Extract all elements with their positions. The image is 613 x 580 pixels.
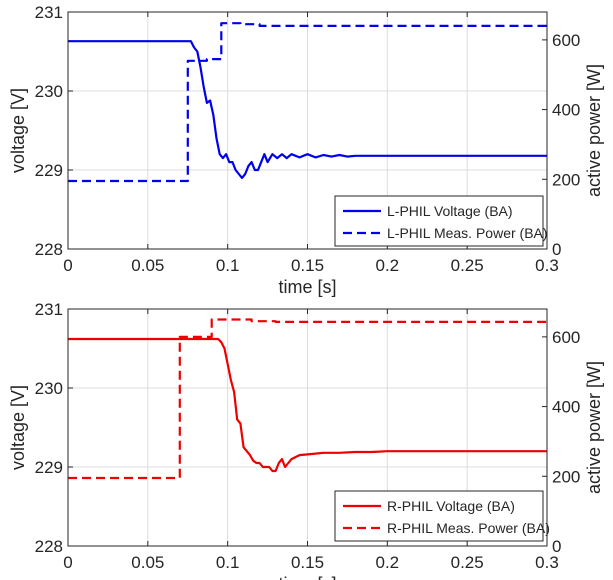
legend: R-PHIL Voltage (BA) R-PHIL Meas. Power (B… bbox=[334, 490, 550, 542]
y-tick-label-right: 0 bbox=[552, 537, 561, 556]
legend-box bbox=[334, 195, 544, 247]
x-tick-label: 0.1 bbox=[216, 256, 240, 275]
y-tick-label-left: 231 bbox=[35, 3, 63, 22]
y-tick-label-left: 229 bbox=[35, 458, 63, 477]
x-tick-label: 0.3 bbox=[535, 256, 559, 275]
legend-label: L-PHIL Voltage (BA) bbox=[387, 203, 513, 219]
series-line-power bbox=[68, 318, 547, 480]
y-tick-label-right: 200 bbox=[552, 467, 580, 486]
legend-box bbox=[334, 490, 544, 542]
series-line-voltage bbox=[68, 40, 547, 179]
x-tick-label: 0.1 bbox=[216, 553, 240, 572]
y-tick-label-left: 228 bbox=[35, 240, 63, 259]
y-tick-label-right: 400 bbox=[552, 398, 580, 417]
y-axis-label-right: active power [W] bbox=[584, 361, 604, 494]
y-tick-label-left: 230 bbox=[35, 379, 63, 398]
legend-label: L-PHIL Meas. Power (BA) bbox=[387, 225, 548, 241]
series-line-power bbox=[68, 22, 547, 183]
y-tick-label-right: 200 bbox=[552, 170, 580, 189]
chart-panel-1: 0 0.05 0.1 0.15 0.2 0.25 0.3 228 229 230 231 0 200 40… bbox=[8, 3, 604, 297]
legend: L-PHIL Voltage (BA) L-PHIL Meas. Power (B… bbox=[334, 195, 548, 247]
x-axis-label: time [s] bbox=[278, 574, 336, 580]
x-axis-label: time [s] bbox=[278, 277, 336, 297]
x-tick-label: 0 bbox=[63, 553, 72, 572]
series-line-voltage bbox=[68, 337, 547, 473]
chart-panel-2: 0 0.05 0.1 0.15 0.2 0.25 0.3 228 229 230 231 0 200 40… bbox=[8, 300, 604, 580]
y-axis-label-left: voltage [V] bbox=[8, 88, 28, 173]
x-tick-label: 0.2 bbox=[376, 553, 400, 572]
y-tick-label-right: 600 bbox=[552, 31, 580, 50]
x-tick-label: 0.15 bbox=[291, 553, 324, 572]
x-tick-label: 0 bbox=[63, 256, 72, 275]
y-axis-label-left: voltage [V] bbox=[8, 385, 28, 470]
y-tick-label-right: 600 bbox=[552, 328, 580, 347]
y-axis-label-right: active power [W] bbox=[584, 64, 604, 197]
y-tick-label-left: 231 bbox=[35, 300, 63, 319]
legend-label: R-PHIL Voltage (BA) bbox=[387, 498, 515, 514]
y-tick-label-left: 230 bbox=[35, 82, 63, 101]
y-tick-label-left: 228 bbox=[35, 537, 63, 556]
y-tick-label-left: 229 bbox=[35, 161, 63, 180]
x-tick-label: 0.3 bbox=[535, 553, 559, 572]
x-tick-label: 0.05 bbox=[131, 256, 164, 275]
legend-label: R-PHIL Meas. Power (BA) bbox=[387, 520, 550, 536]
x-tick-label: 0.15 bbox=[291, 256, 324, 275]
x-tick-label: 0.05 bbox=[131, 553, 164, 572]
x-tick-label: 0.25 bbox=[451, 256, 484, 275]
x-tick-label: 0.2 bbox=[376, 256, 400, 275]
y-tick-label-right: 400 bbox=[552, 101, 580, 120]
x-tick-label: 0.25 bbox=[451, 553, 484, 572]
y-tick-label-right: 0 bbox=[552, 240, 561, 259]
